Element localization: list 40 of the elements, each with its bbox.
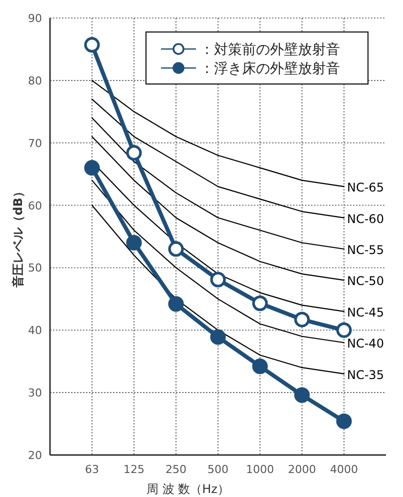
- point: [168, 296, 184, 312]
- y-tick-label: 50: [28, 262, 42, 275]
- x-tick-label: 125: [124, 463, 144, 476]
- legend-label: ：対策前の外壁放射音: [200, 42, 340, 58]
- x-tick-label: 500: [208, 463, 228, 476]
- point: [210, 329, 226, 345]
- y-tick-label: 70: [28, 136, 42, 150]
- point: [84, 160, 100, 176]
- point: [294, 312, 310, 328]
- point: [84, 37, 100, 53]
- y-tick-label: 80: [28, 74, 42, 88]
- point: [294, 387, 310, 403]
- y-axis-title: 音圧レベル（dB）: [11, 186, 25, 288]
- legend-label: ：浮き床の外壁放射音: [200, 61, 340, 77]
- y-tick-label: 90: [28, 12, 42, 25]
- point: [126, 145, 142, 161]
- x-tick-label: 2000: [288, 463, 316, 476]
- x-tick-label: 250: [166, 463, 186, 476]
- series-label: NC-65: [347, 180, 384, 195]
- y-tick-label: 30: [28, 386, 42, 400]
- y-tick-label: 60: [28, 199, 42, 212]
- series-label: NC-55: [347, 242, 384, 257]
- point: [252, 296, 268, 312]
- series-label: NC-45: [347, 305, 384, 320]
- y-tick-label: 20: [28, 449, 42, 462]
- point: [126, 234, 142, 251]
- series-label: NC-35: [347, 368, 384, 382]
- x-tick-label: 63: [85, 463, 99, 476]
- point: [252, 358, 268, 374]
- point: [168, 241, 184, 257]
- point: [336, 413, 352, 430]
- y-tick-label: 40: [28, 324, 42, 338]
- point: [336, 322, 352, 338]
- series-label: NC-50: [347, 274, 384, 288]
- x-axis-title: 周 波 数（Hz）: [146, 482, 230, 496]
- x-tick-label: 1000: [246, 463, 274, 476]
- point: [210, 272, 226, 288]
- series-label: NC-60: [347, 212, 384, 226]
- series-label: NC-40: [347, 336, 384, 351]
- x-tick-label: 4000: [330, 463, 358, 476]
